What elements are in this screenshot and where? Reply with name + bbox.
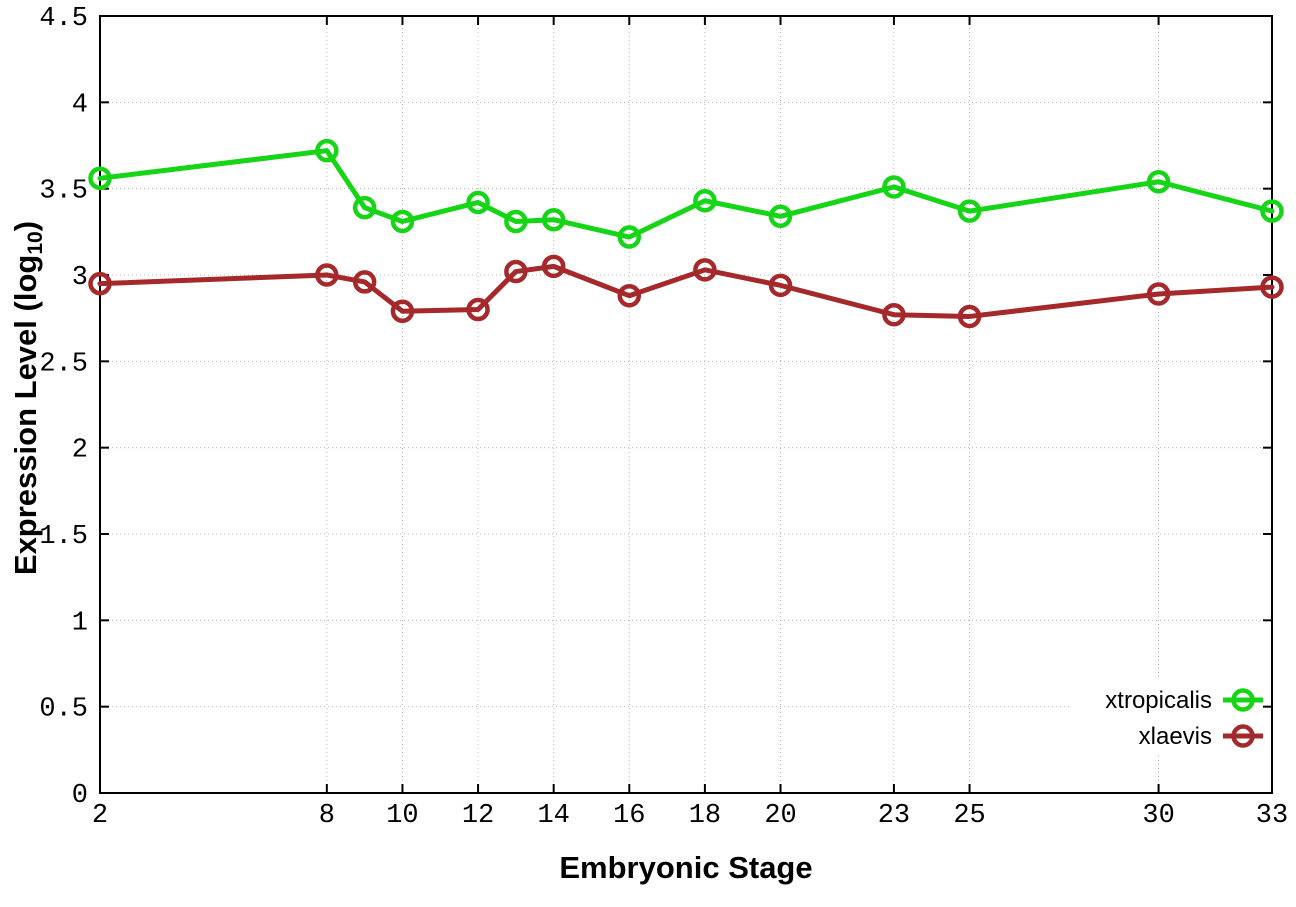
y-axis-title-subscript: 10 [23,231,47,255]
x-tick-label: 14 [537,801,569,831]
y-axis-title-main: Expression Level (log [8,254,44,576]
y-axis-title: Expression Level (log10) [8,221,48,575]
data-point-xtropicalis [541,207,566,232]
x-tick-label: 12 [462,801,494,831]
data-point-xlaevis [390,299,415,324]
data-point-xlaevis [957,304,982,329]
tick-labels: 2 8 10 12 14 16 18 20 23 25 30 33 0 0.5 1 1.5 2 2.5 3 3.5 4 4… [39,4,1288,831]
x-tick-label: 20 [764,801,796,831]
legend-label-xtropicalis: xtropicalis [1105,687,1212,714]
data-point-xtropicalis [1146,170,1171,194]
x-tick-label: 30 [1142,801,1174,831]
data-point-xlaevis [352,270,377,294]
x-tick-label: 23 [878,801,910,831]
y-tick-label: 1.5 [39,522,88,552]
x-tick-label: 10 [386,801,418,831]
legend-sample-marker [1231,724,1255,748]
y-tick-label: 1 [72,608,88,638]
data-point-xlaevis [504,259,528,284]
data-point-xtropicalis [466,190,490,215]
x-tick-label: 8 [319,801,335,831]
data-point-xlaevis [1260,275,1284,299]
y-tick-label: 3 [72,263,88,293]
data-point-xlaevis [88,271,112,296]
data-point-xtropicalis [315,138,339,163]
x-axis-title: Embryonic Stage [559,850,813,885]
gridlines [99,15,1273,794]
y-axis-title-close: ) [8,220,44,232]
data-point-xtropicalis [88,166,112,191]
data-point-xlaevis [693,258,717,282]
x-tick-label: 33 [1256,801,1288,831]
data-point-xlaevis [1146,282,1171,306]
plot-border [99,15,1273,794]
x-tick-label: 2 [92,801,108,831]
legend: xtropicalis xlaevis [1105,687,1263,750]
data-point-xlaevis [882,302,906,327]
legend-item-xtropicalis: xtropicalis [1105,687,1263,714]
series-xtropicalis [88,138,1284,249]
data-point-xtropicalis [693,189,717,213]
series-line-xtropicalis [97,148,1275,240]
y-tick-label: 4 [72,90,88,120]
data-point-xlaevis [541,254,566,279]
tick-marks [99,15,1273,794]
y-tick-label: 2 [72,436,88,466]
data-point-xlaevis [466,297,490,322]
series-line-xlaevis [97,263,1275,319]
data-point-xtropicalis [504,209,528,234]
y-tick-label: 4.5 [39,4,88,34]
x-tick-label: 18 [689,801,721,831]
legend-item-xlaevis: xlaevis [1139,723,1263,750]
data-point-xlaevis [315,263,339,287]
y-tick-label: 0 [72,781,88,811]
x-tick-label: 25 [953,801,985,831]
data-point-xlaevis [768,273,793,298]
series-xlaevis [88,254,1284,329]
y-tick-label: 2.5 [39,349,88,379]
data-point-xtropicalis [957,199,982,223]
data-point-xtropicalis [768,204,793,229]
x-tick-label: 16 [613,801,645,831]
data-point-xtropicalis [617,225,642,249]
legend-sample-marker [1231,688,1255,712]
data-point-xlaevis [617,283,642,308]
data-point-xtropicalis [1260,199,1284,223]
y-tick-label: 3.5 [39,177,88,207]
data-point-xtropicalis [882,175,906,199]
data-point-xtropicalis [390,209,415,234]
y-tick-label: 0.5 [39,695,88,725]
legend-label-xlaevis: xlaevis [1139,723,1212,750]
data-point-xtropicalis [352,195,377,220]
